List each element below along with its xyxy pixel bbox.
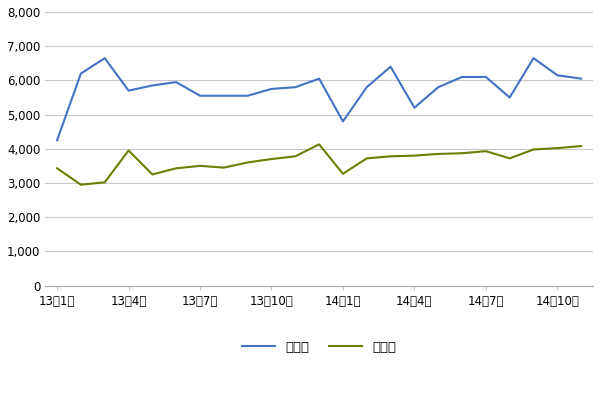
輸出額	[434, 85, 442, 90]
輸入額	[578, 144, 585, 148]
輸出額	[292, 85, 299, 90]
輸出額	[482, 74, 490, 79]
輸出額	[53, 138, 61, 143]
輸出額	[530, 56, 537, 60]
輸出額	[173, 80, 180, 84]
輸出額	[316, 76, 323, 81]
輸出額	[244, 93, 251, 98]
輸出額	[101, 56, 109, 60]
輸出額	[506, 95, 513, 100]
輸入額	[196, 164, 203, 168]
輸入額	[340, 171, 347, 176]
Line: 輸出額: 輸出額	[57, 58, 581, 140]
Line: 輸入額: 輸入額	[57, 144, 581, 185]
輸入額	[77, 182, 85, 187]
輸出額	[554, 73, 561, 78]
輸入額	[506, 156, 513, 161]
輸出額	[77, 71, 85, 76]
輸入額	[554, 146, 561, 150]
輸出額	[220, 93, 227, 98]
輸出額	[387, 64, 394, 69]
輸入額	[530, 147, 537, 152]
輸出額	[411, 105, 418, 110]
輸入額	[458, 151, 466, 156]
輸出額	[340, 119, 347, 124]
輸入額	[149, 172, 156, 177]
輸出額	[149, 83, 156, 88]
輸入額	[434, 152, 442, 156]
輸入額	[125, 148, 132, 153]
輸入額	[363, 156, 370, 161]
輸出額	[578, 76, 585, 81]
輸入額	[292, 154, 299, 159]
輸入額	[53, 166, 61, 171]
輸入額	[411, 153, 418, 158]
輸入額	[244, 160, 251, 165]
輸出額	[125, 88, 132, 93]
輸入額	[482, 149, 490, 154]
輸出額	[268, 86, 275, 91]
輸入額	[387, 154, 394, 159]
輸入額	[220, 165, 227, 170]
Legend: 輸出額, 輸入額: 輸出額, 輸入額	[236, 336, 402, 360]
輸出額	[363, 85, 370, 90]
輸出額	[458, 74, 466, 79]
輸入額	[101, 180, 109, 185]
輸出額	[196, 93, 203, 98]
輸入額	[268, 157, 275, 162]
輸入額	[316, 142, 323, 147]
輸入額	[173, 166, 180, 171]
